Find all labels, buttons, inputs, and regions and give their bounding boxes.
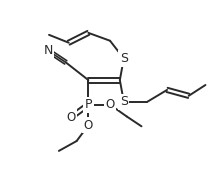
Text: S: S <box>120 52 128 65</box>
Text: S: S <box>120 95 128 108</box>
Text: O: O <box>105 98 115 111</box>
Text: P: P <box>85 98 92 111</box>
Text: O: O <box>84 119 93 132</box>
Text: O: O <box>66 111 75 124</box>
Text: N: N <box>43 44 53 57</box>
